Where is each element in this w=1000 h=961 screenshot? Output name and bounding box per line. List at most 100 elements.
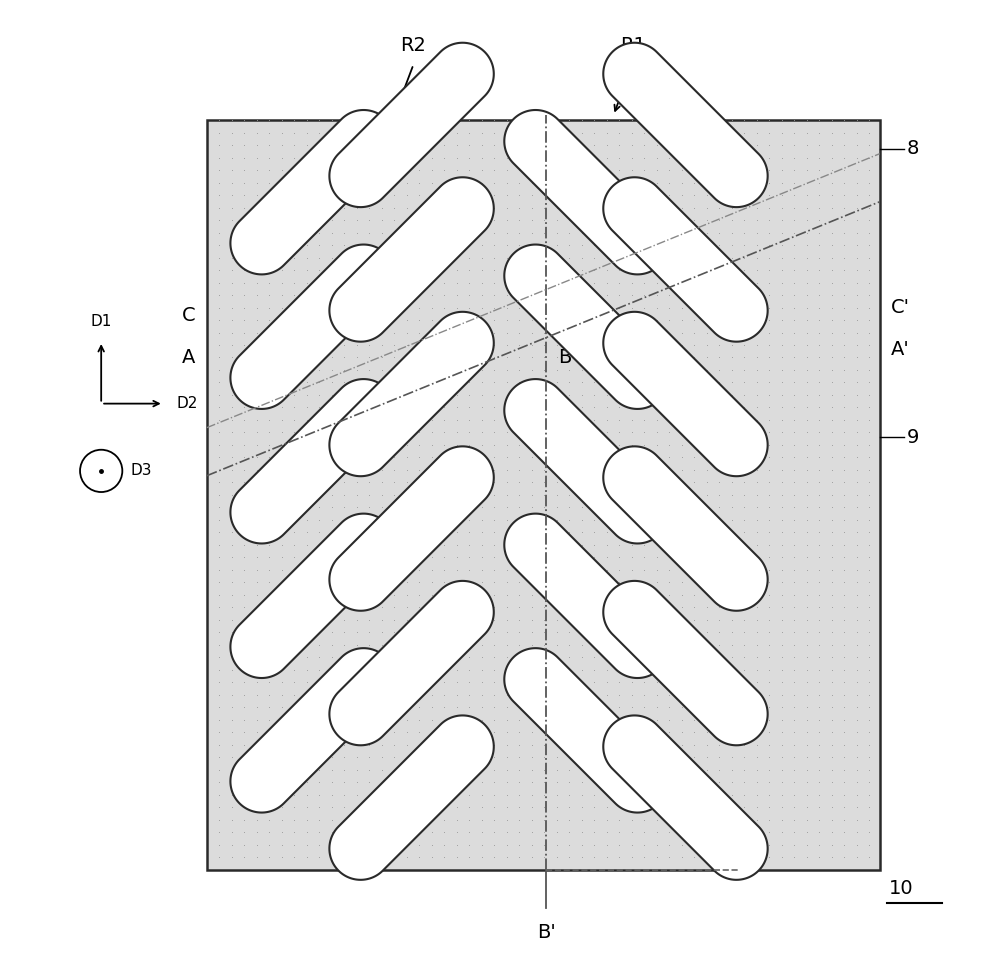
Point bbox=[674, 112, 690, 128]
Point bbox=[474, 187, 490, 203]
Point bbox=[374, 425, 390, 440]
Point bbox=[786, 187, 802, 203]
Point bbox=[386, 137, 402, 153]
Point bbox=[674, 212, 690, 228]
Point bbox=[811, 637, 827, 653]
Point bbox=[861, 637, 877, 653]
Point bbox=[711, 687, 727, 702]
Point bbox=[224, 837, 240, 852]
Point bbox=[411, 662, 427, 678]
Point bbox=[411, 600, 427, 615]
Point bbox=[811, 812, 827, 827]
Point bbox=[674, 700, 690, 715]
Point bbox=[824, 387, 840, 403]
Point bbox=[749, 462, 765, 478]
Point bbox=[311, 450, 327, 465]
Point bbox=[749, 200, 765, 215]
Point bbox=[674, 312, 690, 328]
Point bbox=[649, 737, 665, 752]
Point bbox=[361, 375, 377, 390]
Point bbox=[686, 700, 702, 715]
Point bbox=[861, 437, 877, 453]
Point bbox=[611, 375, 627, 390]
Point bbox=[349, 300, 365, 315]
Point bbox=[849, 450, 865, 465]
Point bbox=[524, 825, 540, 840]
Point bbox=[774, 850, 790, 865]
Point bbox=[724, 500, 740, 515]
Point bbox=[824, 462, 840, 478]
Point bbox=[511, 475, 527, 490]
Point bbox=[674, 825, 690, 840]
Point bbox=[249, 837, 265, 852]
Point bbox=[774, 400, 790, 415]
Point bbox=[674, 450, 690, 465]
Point bbox=[274, 550, 290, 565]
Point bbox=[861, 512, 877, 528]
Point bbox=[561, 775, 577, 790]
Point bbox=[236, 462, 252, 478]
Point bbox=[449, 425, 465, 440]
Point bbox=[299, 837, 315, 852]
Point bbox=[399, 150, 415, 165]
Point bbox=[811, 500, 827, 515]
Point bbox=[336, 612, 352, 628]
Point bbox=[561, 662, 577, 678]
Point bbox=[249, 500, 265, 515]
Point bbox=[386, 212, 402, 228]
Point bbox=[861, 525, 877, 540]
Point bbox=[436, 750, 452, 765]
Point bbox=[299, 500, 315, 515]
Point bbox=[299, 212, 315, 228]
Point bbox=[761, 337, 777, 353]
Point bbox=[574, 850, 590, 865]
Point bbox=[524, 325, 540, 340]
Point bbox=[261, 725, 277, 740]
Point bbox=[836, 437, 852, 453]
Point bbox=[661, 225, 677, 240]
Point bbox=[749, 412, 765, 428]
Point bbox=[774, 150, 790, 165]
Point bbox=[699, 712, 715, 727]
Point bbox=[624, 175, 640, 190]
Point bbox=[349, 812, 365, 827]
Point bbox=[599, 400, 615, 415]
Point bbox=[274, 500, 290, 515]
Point bbox=[661, 337, 677, 353]
Point bbox=[786, 475, 802, 490]
Point bbox=[286, 462, 302, 478]
Point bbox=[361, 337, 377, 353]
Point bbox=[211, 125, 227, 140]
Point bbox=[386, 750, 402, 765]
Point bbox=[774, 312, 790, 328]
Point bbox=[349, 512, 365, 528]
Point bbox=[611, 225, 627, 240]
Point bbox=[524, 500, 540, 515]
Point bbox=[249, 487, 265, 503]
Point bbox=[786, 200, 802, 215]
Point bbox=[324, 850, 340, 865]
Point bbox=[861, 812, 877, 827]
Point bbox=[674, 525, 690, 540]
Point bbox=[786, 337, 802, 353]
Point bbox=[861, 575, 877, 590]
Point bbox=[449, 325, 465, 340]
Point bbox=[461, 275, 477, 290]
Point bbox=[836, 625, 852, 640]
Point bbox=[736, 425, 752, 440]
Point bbox=[849, 437, 865, 453]
Point bbox=[811, 212, 827, 228]
Point bbox=[424, 837, 440, 852]
Point bbox=[286, 150, 302, 165]
Point bbox=[561, 675, 577, 690]
Point bbox=[761, 825, 777, 840]
Point bbox=[574, 625, 590, 640]
Point bbox=[799, 437, 815, 453]
Point bbox=[349, 462, 365, 478]
Point bbox=[849, 575, 865, 590]
Point bbox=[611, 500, 627, 515]
Point bbox=[724, 700, 740, 715]
Point bbox=[849, 750, 865, 765]
Point bbox=[486, 750, 502, 765]
Point bbox=[711, 462, 727, 478]
